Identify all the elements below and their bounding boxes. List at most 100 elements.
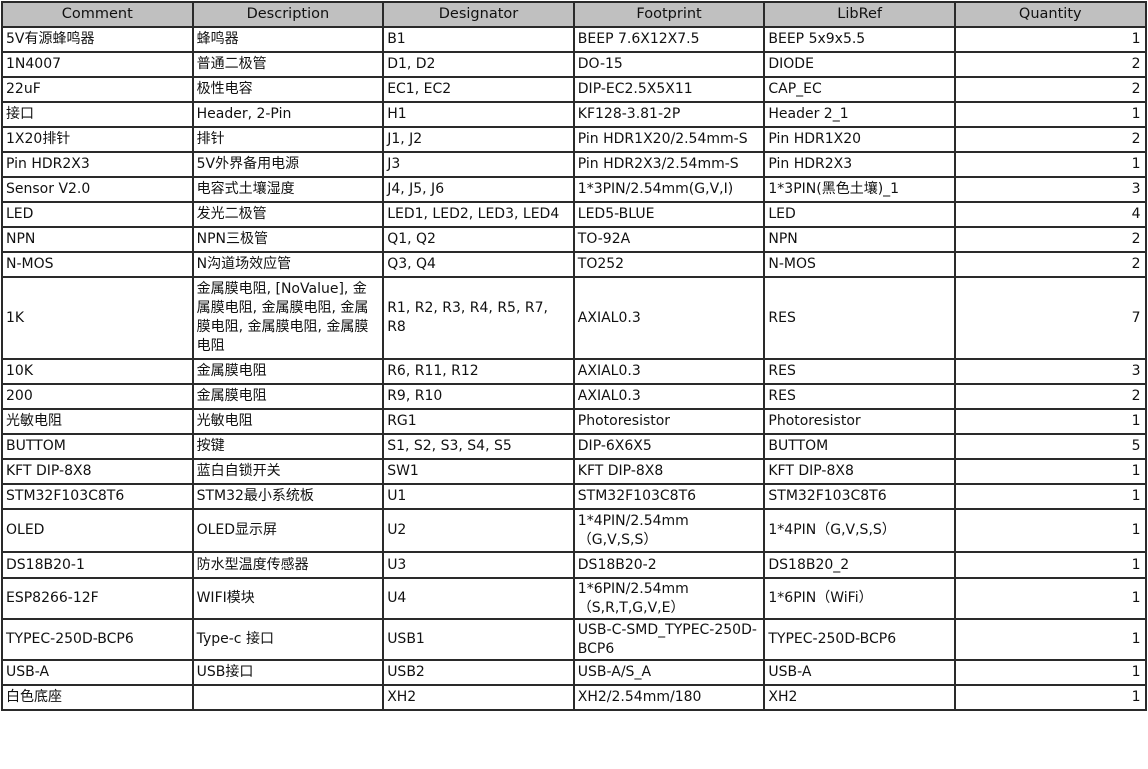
cell-description: 金属膜电阻	[191, 383, 385, 410]
cell-quantity: 1	[953, 458, 1147, 485]
cell-quantity: 2	[953, 76, 1147, 103]
table-row: 白色底座 XH2 XH2/2.54mm/180 XH2 1	[1, 684, 1147, 711]
cell-quantity: 1	[953, 26, 1147, 53]
cell-libref: DIODE	[763, 51, 956, 78]
cell-description: 5V外界备用电源	[191, 151, 385, 178]
cell-description: 电容式土壤湿度	[191, 176, 385, 203]
cell-comment: OLED	[1, 508, 194, 553]
cell-comment: TYPEC-250D-BCP6	[1, 618, 194, 661]
table-row: NPN NPN三极管 Q1, Q2 TO-92A NPN 2	[1, 226, 1147, 253]
table-row: BUTTOM 按键 S1, S2, S3, S4, S5 DIP-6X6X5 BUTTO…	[1, 433, 1147, 460]
cell-quantity: 4	[953, 201, 1147, 228]
cell-designator: J1, J2	[382, 126, 575, 153]
cell-description: 极性电容	[191, 76, 385, 103]
cell-libref: TYPEC-250D-BCP6	[763, 618, 956, 661]
cell-comment: USB-A	[1, 659, 194, 686]
cell-description: N沟道场效应管	[191, 251, 385, 278]
cell-quantity: 1	[953, 408, 1147, 435]
cell-libref: STM32F103C8T6	[763, 483, 956, 510]
cell-comment: 10K	[1, 358, 194, 385]
cell-comment: Pin HDR2X3	[1, 151, 194, 178]
cell-footprint: XH2/2.54mm/180	[572, 684, 766, 711]
cell-comment: 22uF	[1, 76, 194, 103]
cell-designator: B1	[382, 26, 575, 53]
table-row: LED 发光二极管 LED1, LED2, LED3, LED4 LED5-BLUE L…	[1, 201, 1147, 228]
cell-description: Type-c 接口	[191, 618, 385, 661]
cell-footprint: KFT DIP-8X8	[572, 458, 766, 485]
cell-footprint: KF128-3.81-2P	[572, 101, 766, 128]
cell-description: 普通二极管	[191, 51, 385, 78]
table-row: 5V有源蜂鸣器 蜂鸣器 B1 BEEP 7.6X12X7.5 BEEP 5x9x5.5 1	[1, 26, 1147, 53]
cell-designator: LED1, LED2, LED3, LED4	[382, 201, 575, 228]
cell-designator: J4, J5, J6	[382, 176, 575, 203]
cell-libref: DS18B20_2	[763, 551, 956, 579]
cell-comment: Sensor V2.0	[1, 176, 194, 203]
table-row: ESP8266-12F WIFI模块 U4 1*6PIN/2.54mm （S,R,T,…	[1, 577, 1147, 620]
header-description: Description	[191, 1, 385, 28]
header-libref: LibRef	[763, 1, 956, 28]
cell-comment: 5V有源蜂鸣器	[1, 26, 194, 53]
cell-libref: Photoresistor	[763, 408, 956, 435]
cell-description: WIFI模块	[191, 577, 385, 620]
header-comment: Comment	[1, 1, 194, 28]
cell-designator: S1, S2, S3, S4, S5	[382, 433, 575, 460]
cell-quantity: 1	[953, 151, 1147, 178]
cell-quantity: 5	[953, 433, 1147, 460]
cell-footprint: 1*3PIN/2.54mm(G,V,I)	[572, 176, 766, 203]
cell-quantity: 2	[953, 51, 1147, 78]
cell-comment: ESP8266-12F	[1, 577, 194, 620]
cell-description: 发光二极管	[191, 201, 385, 228]
cell-footprint: Pin HDR2X3/2.54mm-S	[572, 151, 766, 178]
cell-libref: XH2	[763, 684, 956, 711]
cell-footprint: DO-15	[572, 51, 766, 78]
cell-libref: NPN	[763, 226, 956, 253]
cell-description: 光敏电阻	[191, 408, 385, 435]
cell-designator: D1, D2	[382, 51, 575, 78]
cell-description: 蓝白自锁开关	[191, 458, 385, 485]
cell-quantity: 3	[953, 176, 1147, 203]
cell-libref: Pin HDR2X3	[763, 151, 956, 178]
cell-designator: R9, R10	[382, 383, 575, 410]
cell-comment: 光敏电阻	[1, 408, 194, 435]
cell-designator: RG1	[382, 408, 575, 435]
cell-description: Header, 2-Pin	[191, 101, 385, 128]
cell-libref: CAP_EC	[763, 76, 956, 103]
cell-quantity: 1	[953, 101, 1147, 128]
cell-footprint: DS18B20-2	[572, 551, 766, 579]
cell-footprint: STM32F103C8T6	[572, 483, 766, 510]
cell-footprint: Pin HDR1X20/2.54mm-S	[572, 126, 766, 153]
cell-comment: 接口	[1, 101, 194, 128]
cell-quantity: 2	[953, 251, 1147, 278]
cell-description: 排针	[191, 126, 385, 153]
cell-description: 金属膜电阻	[191, 358, 385, 385]
header-designator: Designator	[382, 1, 575, 28]
cell-designator: R6, R11, R12	[382, 358, 575, 385]
table-row: STM32F103C8T6 STM32最小系统板 U1 STM32F103C8T6 ST…	[1, 483, 1147, 510]
cell-designator: U2	[382, 508, 575, 553]
table-row: 光敏电阻 光敏电阻 RG1 Photoresistor Photoresistor 1	[1, 408, 1147, 435]
cell-libref: BEEP 5x9x5.5	[763, 26, 956, 53]
table-row: DS18B20-1 防水型温度传感器 U3 DS18B20-2 DS18B20_2 1	[1, 551, 1147, 579]
cell-description: 金属膜电阻, [NoValue], 金属膜电阻, 金属膜电阻, 金属膜电阻, 金…	[191, 276, 385, 360]
cell-footprint: Photoresistor	[572, 408, 766, 435]
cell-libref: 1*4PIN（G,V,S,S）	[763, 508, 956, 553]
cell-comment: KFT DIP-8X8	[1, 458, 194, 485]
cell-description: 蜂鸣器	[191, 26, 385, 53]
table-row: 接口 Header, 2-Pin H1 KF128-3.81-2P Header 2_1…	[1, 101, 1147, 128]
cell-footprint: AXIAL0.3	[572, 276, 766, 360]
cell-designator: USB2	[382, 659, 575, 686]
cell-footprint: DIP-6X6X5	[572, 433, 766, 460]
cell-quantity: 1	[953, 577, 1147, 620]
cell-libref: 1*6PIN（WiFi）	[763, 577, 956, 620]
cell-designator: SW1	[382, 458, 575, 485]
cell-footprint: 1*6PIN/2.54mm （S,R,T,G,V,E）	[572, 577, 766, 620]
cell-comment: N-MOS	[1, 251, 194, 278]
cell-designator: Q3, Q4	[382, 251, 575, 278]
cell-footprint: 1*4PIN/2.54mm （G,V,S,S）	[572, 508, 766, 553]
cell-comment: 1K	[1, 276, 194, 360]
cell-libref: LED	[763, 201, 956, 228]
cell-comment: DS18B20-1	[1, 551, 194, 579]
cell-comment: 1N4007	[1, 51, 194, 78]
table-row: KFT DIP-8X8 蓝白自锁开关 SW1 KFT DIP-8X8 KFT DIP-8…	[1, 458, 1147, 485]
cell-footprint: AXIAL0.3	[572, 358, 766, 385]
